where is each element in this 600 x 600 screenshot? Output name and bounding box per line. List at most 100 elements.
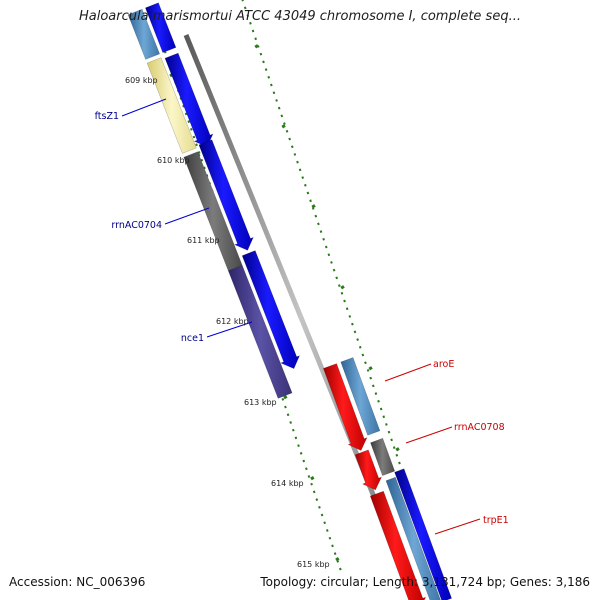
ruler-minor-tick xyxy=(374,392,378,395)
ruler-minor-tick xyxy=(290,145,294,149)
ruler-label: 609 kbp xyxy=(125,76,158,85)
ruler-label: 610 kbp xyxy=(157,156,190,165)
ruler-minor-tick xyxy=(339,567,342,571)
ruler-major-tick xyxy=(311,204,316,209)
ruler-major-tick xyxy=(340,285,345,290)
gene-label-trpE1[interactable]: trpE1 xyxy=(483,515,509,526)
ruler-minor-tick xyxy=(312,490,316,494)
ruler-minor-tick xyxy=(277,106,281,110)
ruler-minor-tick xyxy=(315,498,319,501)
gene-feature-forward xyxy=(164,52,214,148)
label-leader-line xyxy=(405,426,453,444)
gene-label-rrnAC0708[interactable]: rrnAC0708 xyxy=(454,422,505,433)
ruler-minor-tick xyxy=(356,338,359,341)
ruler-minor-tick xyxy=(187,120,191,123)
ruler-minor-tick xyxy=(306,191,310,195)
ruler-minor-tick xyxy=(293,153,297,156)
ruler-minor-tick xyxy=(387,430,391,434)
gene-feature-yellow xyxy=(146,57,197,154)
ruler-minor-tick xyxy=(369,376,372,380)
ruler-minor-tick xyxy=(301,176,305,179)
gene-feature-steelblue xyxy=(340,357,381,436)
label-leader-line xyxy=(206,321,253,338)
ruler-minor-tick xyxy=(288,137,291,141)
label-leader-line xyxy=(121,98,167,117)
ruler-minor-tick xyxy=(294,436,298,440)
ruler-minor-tick xyxy=(348,315,352,318)
ruler-minor-tick xyxy=(366,369,370,372)
gene-feature-reverse xyxy=(369,490,427,600)
ruler-minor-tick xyxy=(398,461,401,465)
ruler-minor-tick xyxy=(246,14,250,17)
ruler-minor-tick xyxy=(333,552,337,555)
gene-feature-reverse xyxy=(323,363,368,451)
gene-label-nce1[interactable]: nce1 xyxy=(181,333,204,344)
ruler-minor-tick xyxy=(272,91,276,95)
ruler-minor-tick xyxy=(395,453,399,457)
ruler-minor-tick xyxy=(340,291,344,295)
ruler-minor-tick xyxy=(249,21,252,25)
gene-label-aroE[interactable]: aroE xyxy=(433,359,454,370)
genome-stats-text: Topology: circular; Length: 3,131,724 bp… xyxy=(260,575,590,589)
gene-feature-reverse xyxy=(354,449,383,491)
ruler-minor-tick xyxy=(325,529,329,532)
gene-feature-forward xyxy=(198,139,254,251)
ruler-minor-tick xyxy=(335,276,339,280)
ruler-label: 614 kbp xyxy=(271,479,304,488)
ruler-minor-tick xyxy=(327,253,331,257)
ruler-minor-tick xyxy=(283,122,286,125)
ruler-minor-tick xyxy=(285,129,289,133)
gene-feature-forward xyxy=(145,2,177,53)
ruler-minor-tick xyxy=(364,361,367,365)
ruler-minor-tick xyxy=(338,284,341,287)
ruler-minor-tick xyxy=(182,104,185,108)
ruler-label: 612 kbp xyxy=(216,317,249,326)
ruler-minor-tick xyxy=(197,151,201,154)
ruler-major-tick xyxy=(310,476,315,481)
ruler-minor-tick xyxy=(275,99,278,102)
gene-feature-forward xyxy=(394,468,452,600)
ruler-major-tick xyxy=(368,366,373,371)
ruler-minor-tick xyxy=(259,52,263,56)
ruler-minor-tick xyxy=(184,112,188,116)
ruler-minor-tick xyxy=(280,114,284,118)
ruler-minor-tick xyxy=(286,413,290,417)
ruler-minor-tick xyxy=(203,166,206,170)
ruler-minor-tick xyxy=(331,544,334,548)
ruler-minor-tick xyxy=(299,451,303,455)
ruler-minor-tick xyxy=(192,135,196,139)
ruler-minor-tick xyxy=(305,467,308,471)
gene-feature-forward xyxy=(241,250,301,369)
ruler-minor-tick xyxy=(200,158,204,162)
gene-label-rrnAC0704[interactable]: rrnAC0704 xyxy=(111,220,162,231)
ruler-minor-tick xyxy=(281,397,285,401)
label-leader-line xyxy=(434,518,481,535)
ruler-minor-tick xyxy=(195,143,198,147)
ruler-minor-tick xyxy=(190,127,193,131)
ruler-minor-tick xyxy=(243,6,247,10)
ruler-minor-tick xyxy=(318,505,321,509)
label-leader-line xyxy=(164,207,210,225)
gene-label-ftsZ1[interactable]: ftsZ1 xyxy=(95,111,119,122)
ruler-minor-tick xyxy=(328,536,332,540)
ruler-minor-tick xyxy=(392,446,396,449)
ruler-minor-tick xyxy=(304,183,307,187)
ruler-minor-tick xyxy=(361,353,365,357)
ruler-minor-tick xyxy=(377,399,380,403)
ruler-minor-tick xyxy=(264,68,268,71)
ruler-minor-tick xyxy=(270,83,273,87)
ruler-minor-tick xyxy=(241,0,244,2)
map-title: Haloarcula marismortui ATCC 43049 chromo… xyxy=(79,9,521,24)
ruler-minor-tick xyxy=(314,214,318,218)
gene-feature-purple xyxy=(227,264,293,399)
ruler-minor-tick xyxy=(291,428,295,432)
ruler-minor-tick xyxy=(284,405,287,409)
ruler-minor-tick xyxy=(310,482,313,486)
ruler-minor-tick xyxy=(251,29,255,33)
ruler-minor-tick xyxy=(379,407,383,411)
ruler-minor-tick xyxy=(289,421,292,424)
ruler-minor-tick xyxy=(323,521,326,525)
ruler-minor-tick xyxy=(267,75,271,79)
ruler-minor-tick xyxy=(330,261,333,264)
